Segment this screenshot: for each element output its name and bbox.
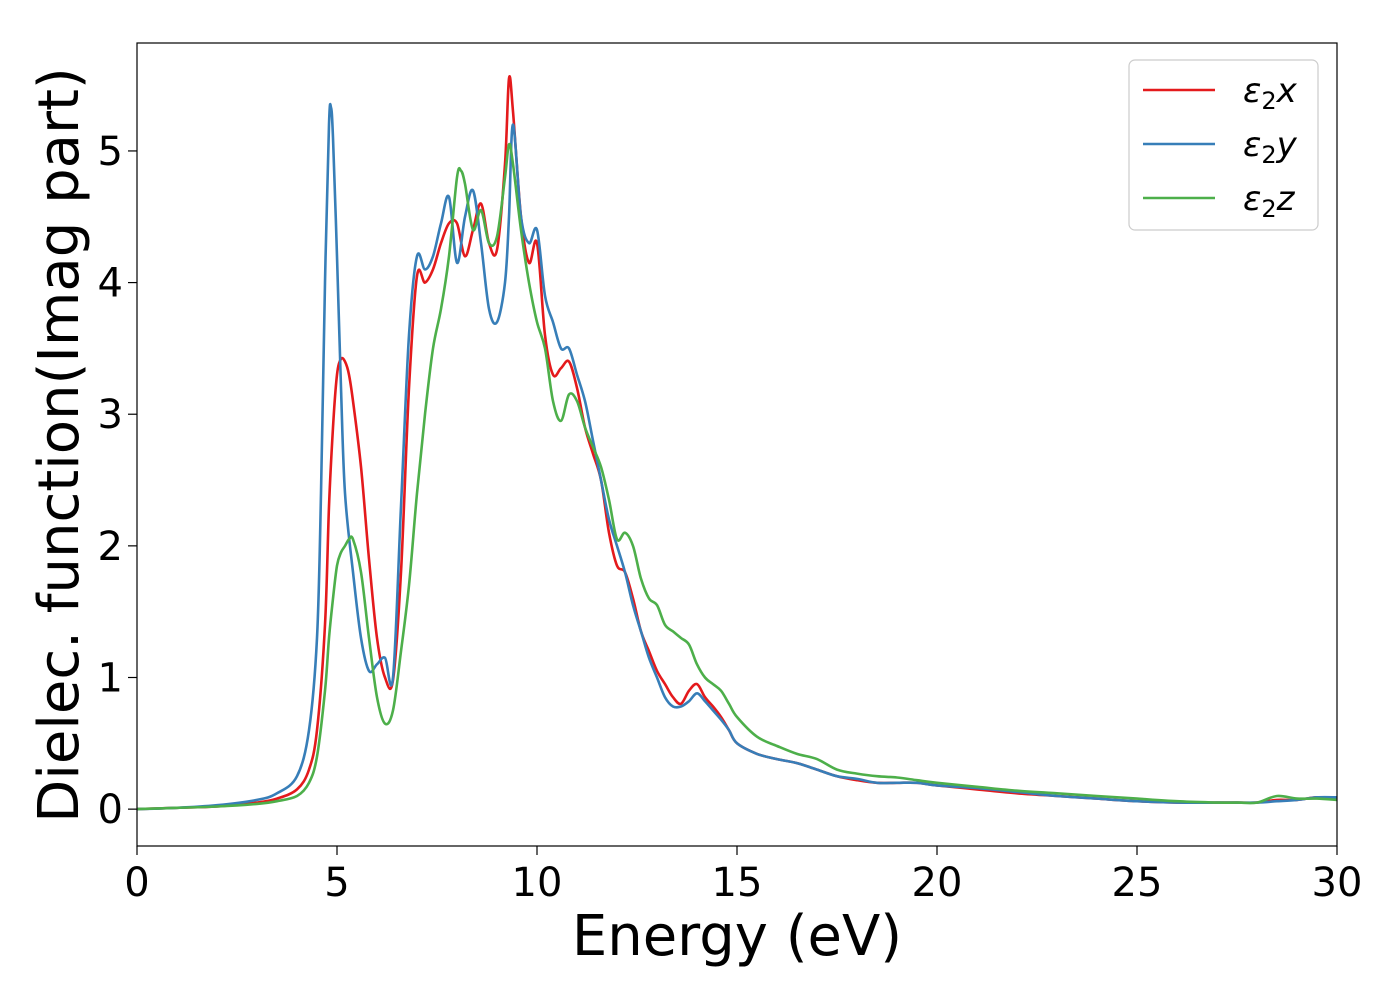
y-tick-label: 2 [98,524,123,570]
x-tick-label: 20 [912,860,963,906]
legend-label-z: ε2z [1243,179,1296,223]
x-tick-label: 0 [124,860,149,906]
y-tick-label: 4 [98,261,123,307]
series-layer [137,75,1337,811]
x-tick-label: 15 [712,860,763,906]
legend: ε2x ε2y ε2z [1128,59,1319,231]
x-tick-label: 30 [1312,860,1363,906]
series-line-y [137,102,1337,811]
legend-label-y: ε2y [1243,125,1298,169]
x-tick-label: 25 [1112,860,1163,906]
y-axis-ticks: 0 1 2 3 4 5 [98,129,137,833]
series-line-z [137,142,1337,811]
y-tick-label: 1 [98,656,123,702]
x-tick-label: 5 [324,860,349,906]
legend-label-x: ε2x [1243,71,1298,115]
y-tick-label: 3 [98,392,123,438]
x-axis-label: Energy (eV) [572,904,902,969]
x-axis-ticks: 0 5 10 15 20 25 30 [124,846,1362,906]
legend-box [1128,59,1319,231]
y-tick-label: 5 [98,129,123,175]
x-tick-label: 10 [512,860,563,906]
y-axis-label: Dielec. function(Imag part) [27,67,92,823]
y-tick-label: 0 [98,787,123,833]
